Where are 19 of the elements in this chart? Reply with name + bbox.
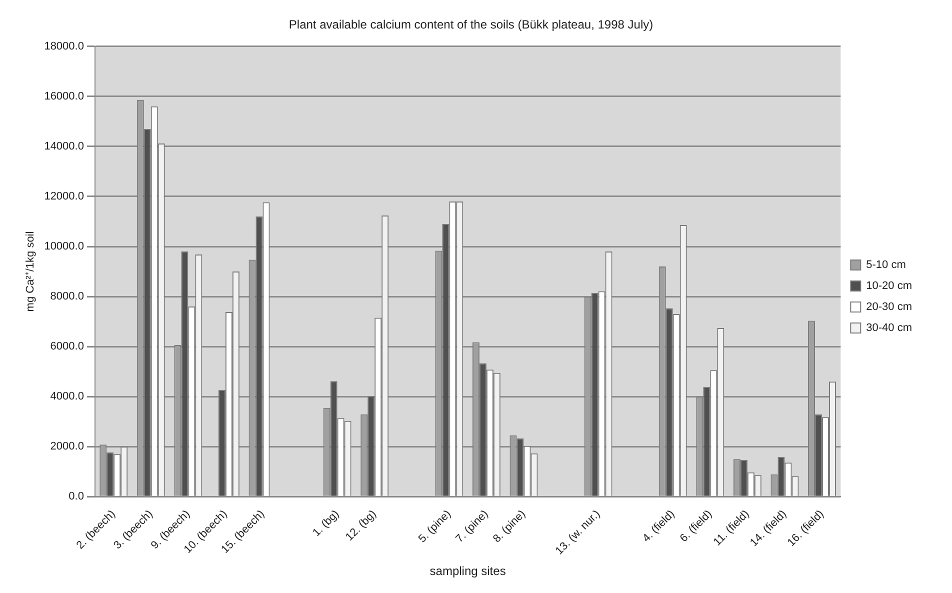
y-axis-title: mg Ca²⁺/1kg soil: [24, 231, 37, 312]
y-tick-label: 14000.0: [44, 140, 84, 152]
legend-label: 30-40 cm: [866, 322, 912, 334]
legend-label: 10-20 cm: [866, 280, 912, 292]
x-axis-title: sampling sites: [430, 564, 506, 578]
y-tick-label: 12000.0: [44, 190, 84, 203]
y-tick-label: 0.0: [68, 490, 84, 503]
y-tick-label: 8000.0: [50, 290, 84, 303]
y-tick-label: 18000.0: [44, 40, 84, 52]
y-tick-label: 2000.0: [50, 440, 84, 453]
y-tick-label: 4000.0: [50, 390, 84, 403]
legend-label: 5-10 cm: [866, 259, 906, 272]
x-tick-label: 12. (bg): [344, 508, 379, 544]
x-tick-label: 1. (bg): [310, 508, 342, 540]
y-tick-label: 10000.0: [44, 240, 84, 253]
y-tick-label: 16000.0: [44, 90, 84, 102]
chart-title: Plant available calcium content of the soils (Bükk plateau, 1998 July): [288, 18, 654, 32]
y-tick-label: 6000.0: [50, 340, 84, 353]
legend-label: 20-30 cm: [866, 301, 912, 314]
